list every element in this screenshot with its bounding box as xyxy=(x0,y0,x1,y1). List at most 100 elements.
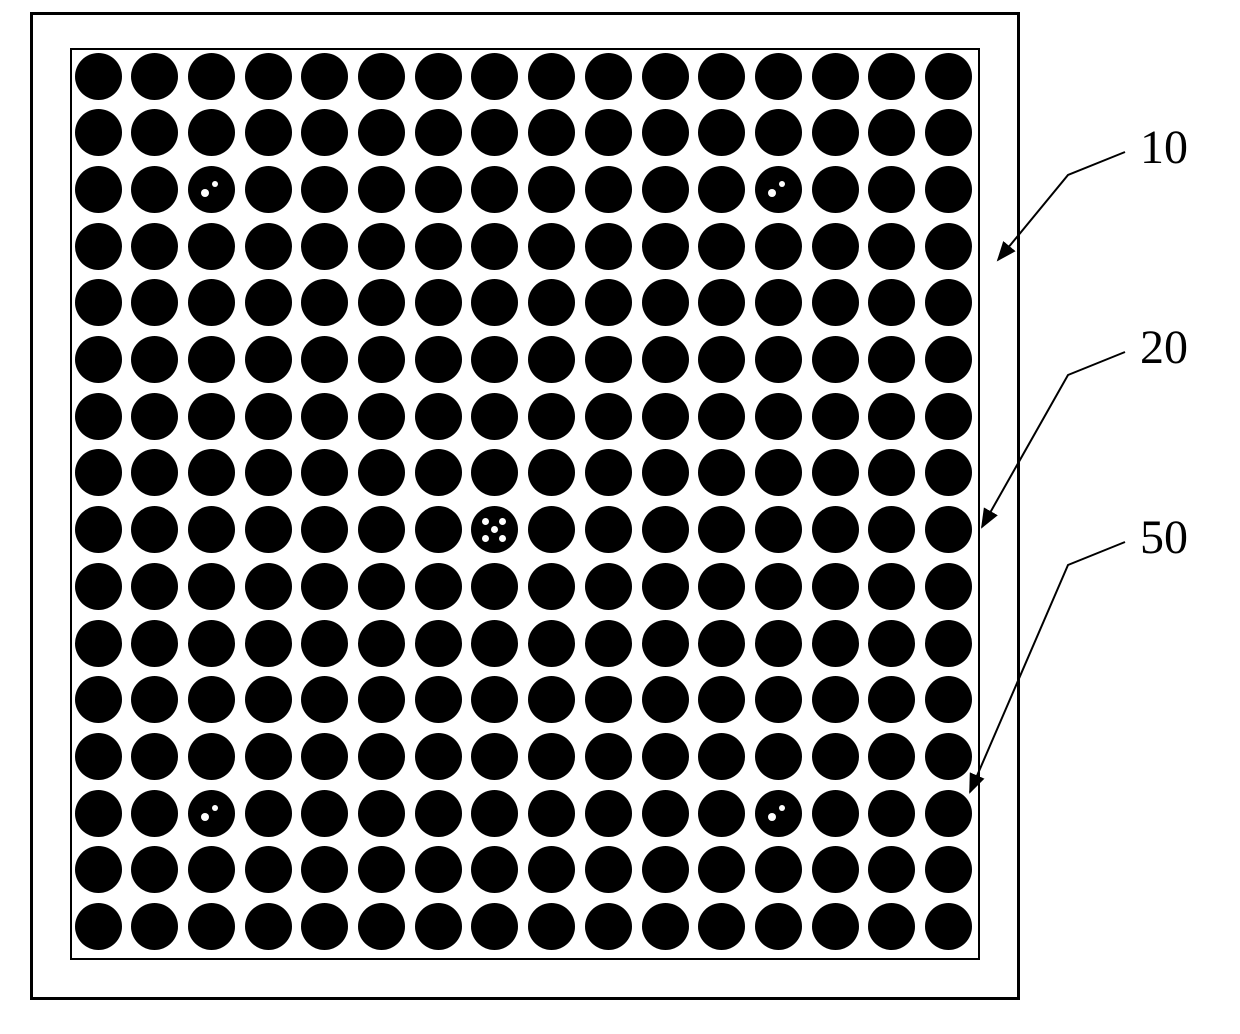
grid-dot xyxy=(131,506,178,553)
grid-dot xyxy=(245,279,292,326)
grid-dot xyxy=(925,620,972,667)
grid-dot xyxy=(698,620,745,667)
grid-dot xyxy=(245,620,292,667)
grid-dot xyxy=(528,53,575,100)
grid-dot xyxy=(528,790,575,837)
grid-dot xyxy=(585,53,632,100)
grid-dot xyxy=(698,733,745,780)
grid-dot xyxy=(75,336,122,383)
special-corner-dot xyxy=(188,790,235,837)
grid-dot xyxy=(925,733,972,780)
grid-dot xyxy=(585,620,632,667)
grid-dot xyxy=(812,166,859,213)
grid-dot xyxy=(75,279,122,326)
grid-dot xyxy=(642,563,689,610)
grid-dot xyxy=(812,223,859,270)
grid-dot xyxy=(642,393,689,440)
grid-dot xyxy=(471,563,518,610)
grid-dot xyxy=(585,903,632,950)
grid-dot xyxy=(698,336,745,383)
grid-dot xyxy=(812,506,859,553)
grid-dot xyxy=(528,109,575,156)
grid-dot xyxy=(245,109,292,156)
grid-dot xyxy=(585,506,632,553)
grid-dot xyxy=(188,563,235,610)
grid-dot xyxy=(698,790,745,837)
grid-dot xyxy=(755,676,802,723)
grid-dot xyxy=(528,393,575,440)
grid-dot xyxy=(812,449,859,496)
grid-dot xyxy=(131,620,178,667)
grid-dot xyxy=(301,53,348,100)
grid-dot xyxy=(642,620,689,667)
grid-dot xyxy=(642,506,689,553)
grid-dot xyxy=(755,109,802,156)
inner-white-dot xyxy=(201,189,209,197)
grid-dot xyxy=(131,393,178,440)
grid-dot xyxy=(358,109,405,156)
grid-dot xyxy=(471,393,518,440)
grid-dot xyxy=(528,166,575,213)
grid-dot xyxy=(358,903,405,950)
grid-dot xyxy=(471,223,518,270)
grid-dot xyxy=(585,166,632,213)
grid-dot xyxy=(415,336,462,383)
grid-dot xyxy=(698,563,745,610)
grid-dot xyxy=(642,733,689,780)
grid-dot xyxy=(188,733,235,780)
grid-dot xyxy=(301,223,348,270)
grid-dot xyxy=(75,393,122,440)
grid-dot xyxy=(868,620,915,667)
grid-dot xyxy=(358,336,405,383)
grid-dot xyxy=(358,846,405,893)
grid-dot xyxy=(471,620,518,667)
grid-dot xyxy=(188,449,235,496)
grid-dot xyxy=(358,676,405,723)
grid-dot xyxy=(585,449,632,496)
grid-dot xyxy=(188,620,235,667)
grid-dot xyxy=(755,846,802,893)
grid-dot xyxy=(925,846,972,893)
grid-dot xyxy=(415,620,462,667)
grid-dot xyxy=(585,336,632,383)
grid-dot xyxy=(868,166,915,213)
inner-white-dot xyxy=(212,181,218,187)
grid-dot xyxy=(925,223,972,270)
grid-dot xyxy=(642,53,689,100)
grid-dot xyxy=(868,53,915,100)
grid-dot xyxy=(358,790,405,837)
grid-dot xyxy=(188,53,235,100)
grid-dot xyxy=(812,336,859,383)
grid-dot xyxy=(642,676,689,723)
grid-dot xyxy=(301,166,348,213)
grid-dot xyxy=(188,109,235,156)
grid-dot xyxy=(415,449,462,496)
grid-dot xyxy=(528,506,575,553)
grid-dot xyxy=(755,449,802,496)
grid-dot xyxy=(925,393,972,440)
inner-white-dot xyxy=(201,813,209,821)
grid-dot xyxy=(925,166,972,213)
grid-dot xyxy=(528,676,575,723)
grid-dot xyxy=(75,53,122,100)
grid-dot xyxy=(698,903,745,950)
grid-dot xyxy=(812,279,859,326)
grid-dot xyxy=(415,676,462,723)
grid-dot xyxy=(868,336,915,383)
grid-dot xyxy=(245,336,292,383)
grid-dot xyxy=(415,279,462,326)
grid-dot xyxy=(188,846,235,893)
grid-dot xyxy=(358,279,405,326)
inner-white-dot xyxy=(499,518,506,525)
grid-dot xyxy=(301,393,348,440)
grid-dot xyxy=(245,846,292,893)
inner-white-dot xyxy=(768,189,776,197)
grid-dot xyxy=(415,846,462,893)
grid-dot xyxy=(358,223,405,270)
inner-white-dot xyxy=(779,805,785,811)
grid-dot xyxy=(415,223,462,270)
inner-white-dot xyxy=(779,181,785,187)
grid-dot xyxy=(415,166,462,213)
grid-dot xyxy=(868,563,915,610)
grid-dot xyxy=(642,846,689,893)
